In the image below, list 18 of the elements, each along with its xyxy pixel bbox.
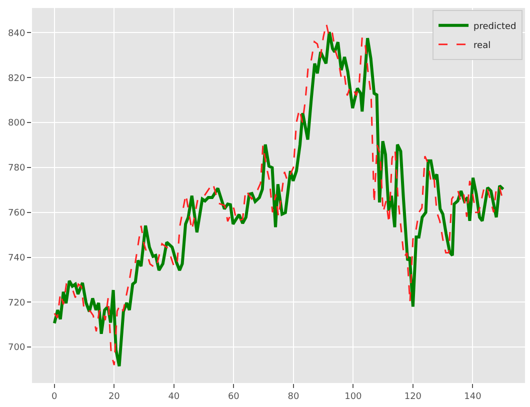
x-tick-label: 0 xyxy=(52,392,58,402)
x-tick-label: 120 xyxy=(404,392,422,402)
x-tick-label: 20 xyxy=(108,392,120,402)
legend-label: real xyxy=(474,40,491,51)
y-tick-label: 720 xyxy=(8,298,26,308)
y-tick-label: 760 xyxy=(8,208,26,218)
y-tick-label: 700 xyxy=(8,343,26,354)
y-tick-label: 740 xyxy=(8,253,26,264)
x-tick-label: 140 xyxy=(464,392,482,402)
y-tick-label: 840 xyxy=(8,28,26,39)
legend-label: predicted xyxy=(474,22,516,32)
y-tick-label: 780 xyxy=(8,164,26,174)
x-tick-label: 60 xyxy=(228,392,240,402)
y-tick-label: 820 xyxy=(8,74,26,84)
x-tick-label: 100 xyxy=(344,392,362,402)
x-tick-label: 80 xyxy=(288,392,300,402)
y-tick-label: 800 xyxy=(8,118,26,129)
x-tick-label: 40 xyxy=(168,392,180,402)
